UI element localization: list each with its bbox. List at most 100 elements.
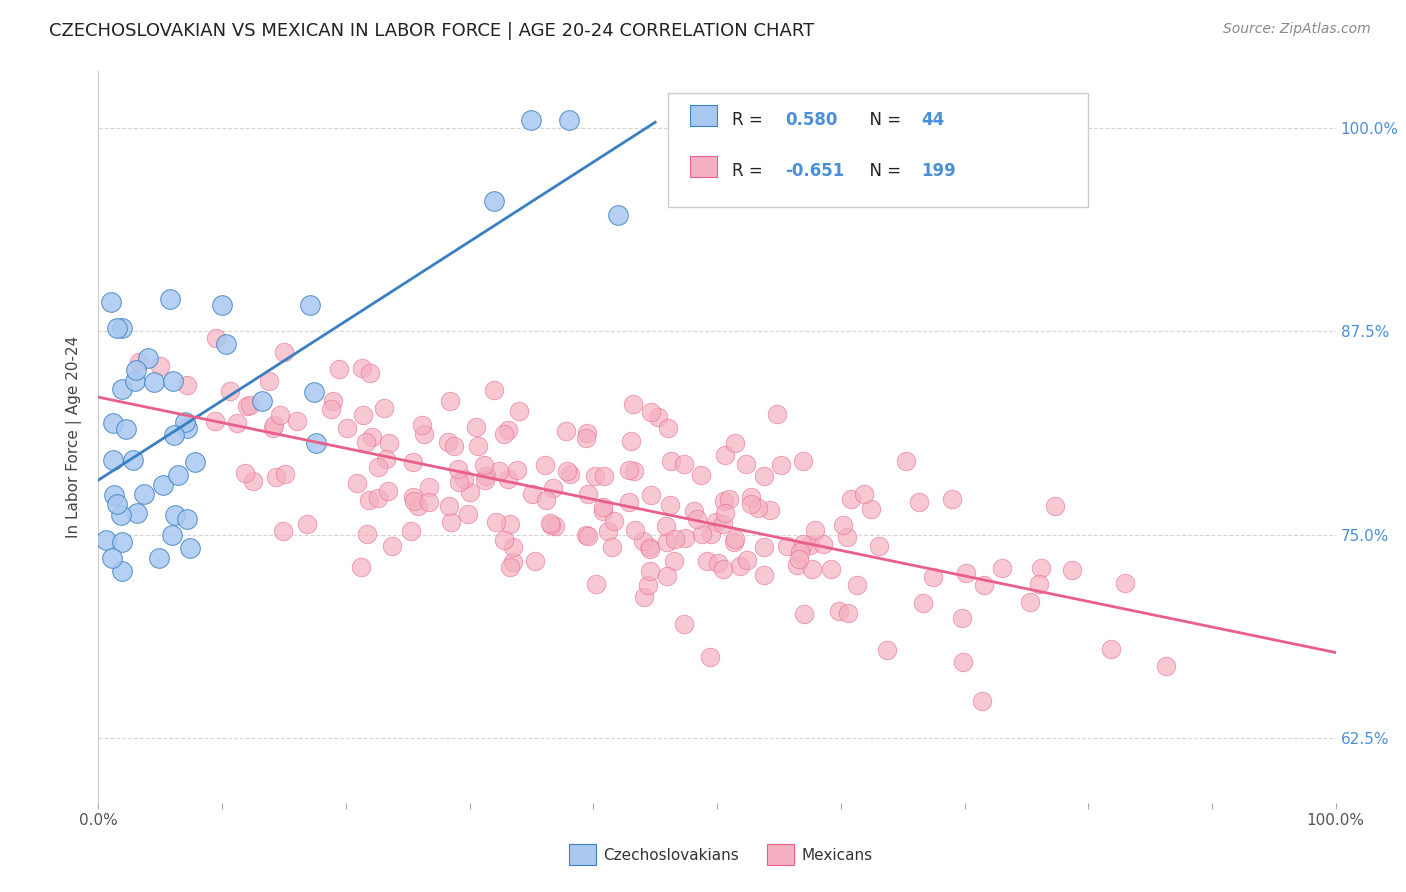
Point	[973, 578, 995, 592]
Point	[101, 453, 124, 467]
Point	[837, 606, 859, 620]
Point	[759, 503, 782, 517]
Point	[765, 408, 787, 422]
Point	[179, 541, 201, 555]
Point	[159, 293, 181, 307]
Point	[575, 528, 598, 542]
Point	[122, 452, 145, 467]
Point	[128, 354, 150, 368]
Point	[640, 405, 662, 419]
Point	[690, 527, 713, 541]
Point	[740, 497, 762, 511]
Point	[162, 528, 184, 542]
Point	[686, 512, 709, 526]
Point	[655, 534, 678, 549]
Point	[541, 481, 564, 495]
Point	[377, 484, 399, 499]
Point	[520, 113, 543, 128]
Text: Source: ZipAtlas.com: Source: ZipAtlas.com	[1223, 22, 1371, 37]
Point	[127, 507, 149, 521]
Point	[637, 540, 659, 554]
Point	[619, 434, 641, 448]
Point	[868, 539, 890, 553]
Point	[436, 434, 458, 449]
Point	[538, 516, 561, 530]
Point	[110, 508, 132, 522]
Text: Czechoslovakians: Czechoslovakians	[603, 848, 740, 863]
Point	[1029, 561, 1052, 575]
Point	[623, 464, 645, 478]
Point	[655, 569, 678, 583]
Point	[955, 566, 977, 581]
Point	[839, 491, 862, 506]
Point	[659, 454, 682, 468]
Point	[714, 506, 737, 520]
Point	[560, 467, 582, 481]
Point	[672, 617, 695, 632]
Point	[211, 298, 233, 312]
Point	[274, 467, 297, 482]
Point	[176, 377, 198, 392]
Point	[474, 473, 496, 487]
Point	[683, 504, 706, 518]
Point	[1019, 595, 1042, 609]
Point	[319, 402, 342, 417]
Point	[101, 551, 124, 566]
Point	[792, 453, 814, 467]
Point	[524, 554, 547, 568]
Point	[502, 541, 524, 555]
Point	[269, 408, 291, 422]
Point	[621, 397, 644, 411]
Point	[367, 459, 389, 474]
Point	[100, 295, 122, 310]
Point	[103, 488, 125, 502]
Point	[143, 376, 166, 390]
Text: 0.580: 0.580	[785, 111, 838, 128]
Point	[907, 494, 929, 508]
Point	[111, 565, 134, 579]
Point	[176, 512, 198, 526]
Point	[367, 491, 389, 505]
Point	[111, 320, 134, 334]
Point	[357, 493, 380, 508]
Point	[1099, 641, 1122, 656]
Point	[152, 477, 174, 491]
Point	[789, 545, 811, 559]
Point	[752, 541, 775, 555]
Point	[776, 539, 799, 553]
Point	[440, 516, 463, 530]
Point	[298, 298, 321, 312]
Point	[557, 113, 579, 128]
Point	[149, 359, 172, 373]
Point	[271, 524, 294, 539]
Point	[713, 448, 735, 462]
Point	[786, 558, 808, 573]
Point	[173, 415, 195, 429]
Point	[485, 515, 508, 529]
Point	[502, 555, 524, 569]
Point	[302, 384, 325, 399]
Point	[624, 523, 647, 537]
Point	[443, 440, 465, 454]
Point	[704, 516, 727, 530]
Point	[728, 559, 751, 574]
Point	[492, 533, 515, 547]
Point	[335, 420, 357, 434]
Point	[592, 500, 614, 514]
Point	[472, 458, 495, 472]
Point	[402, 494, 425, 508]
Point	[304, 436, 326, 450]
Point	[631, 534, 654, 549]
Point	[576, 487, 599, 501]
Point	[285, 414, 308, 428]
Text: -0.651: -0.651	[785, 161, 845, 180]
Point	[115, 422, 138, 436]
Point	[361, 430, 384, 444]
Point	[846, 578, 869, 592]
Point	[508, 404, 530, 418]
Point	[464, 419, 486, 434]
Point	[204, 414, 226, 428]
Point	[488, 464, 510, 478]
Point	[124, 374, 146, 388]
Point	[322, 393, 344, 408]
